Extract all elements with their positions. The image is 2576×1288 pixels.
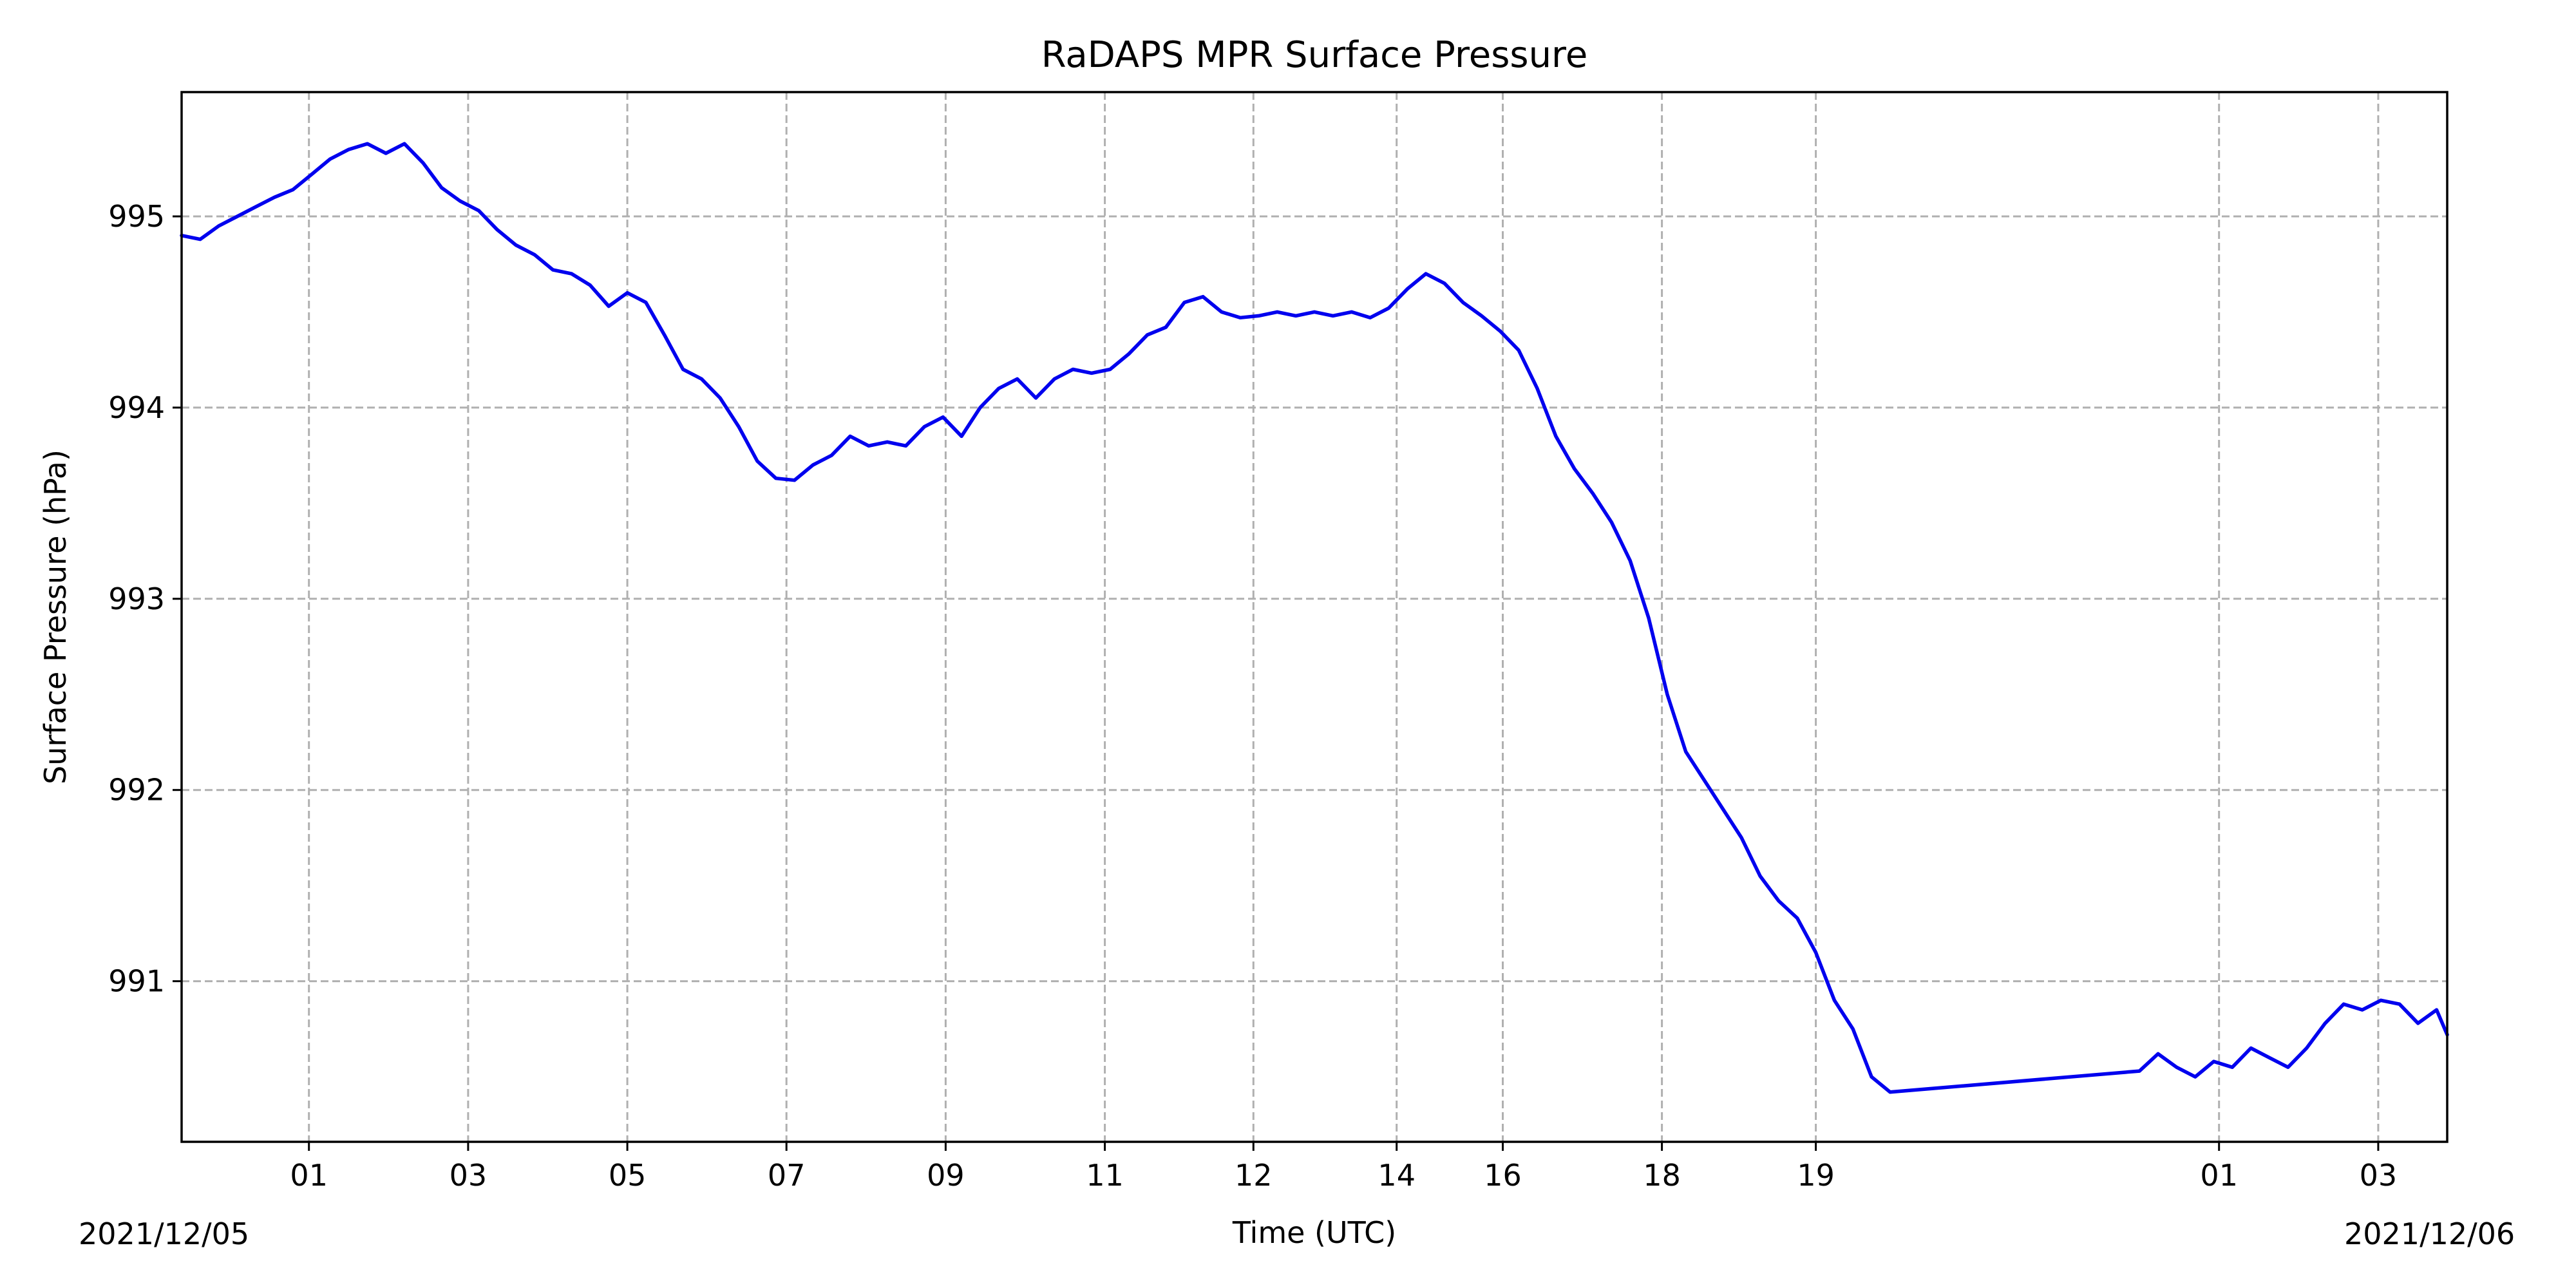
x-tick-label-0: 01 <box>290 1158 328 1193</box>
series-line-0 <box>180 142 2449 1094</box>
x-tick-label-2: 05 <box>609 1158 647 1193</box>
y-tick-label-1: 992 <box>108 773 165 808</box>
y-tick-label-3: 994 <box>108 390 165 425</box>
x-tick-label-9: 18 <box>1643 1158 1681 1193</box>
x-tick-label-8: 16 <box>1484 1158 1522 1193</box>
axis-ticks: 01 03 05 07 09 11 12 14 16 18 19 01 03 991 992 993 994 99… <box>108 199 2397 1193</box>
x-tick-label-4: 09 <box>927 1158 965 1193</box>
x-tick-label-11: 01 <box>2200 1158 2238 1193</box>
chart-title: RaDAPS MPR Surface Pressure <box>1041 34 1588 76</box>
x-axis-label: Time (UTC) <box>1232 1215 1396 1250</box>
x-tick-label-5: 11 <box>1086 1158 1124 1193</box>
y-tick-label-2: 993 <box>108 582 165 616</box>
series-layer <box>180 142 2449 1094</box>
x-start-date-label: 2021/12/05 <box>79 1217 249 1251</box>
grid-lines <box>182 92 2447 1142</box>
y-axis-label: Surface Pressure (hPa) <box>38 450 73 784</box>
y-tick-label-4: 995 <box>108 199 165 234</box>
x-tick-label-1: 03 <box>450 1158 488 1193</box>
x-tick-label-10: 19 <box>1797 1158 1835 1193</box>
plot-frame <box>180 91 2448 1143</box>
x-end-date-label: 2021/12/06 <box>2344 1217 2515 1251</box>
y-tick-label-0: 991 <box>108 964 165 999</box>
x-tick-label-3: 07 <box>768 1158 806 1193</box>
x-tick-label-12: 03 <box>2360 1158 2398 1193</box>
x-tick-label-6: 12 <box>1235 1158 1273 1193</box>
x-tick-label-7: 14 <box>1378 1158 1416 1193</box>
